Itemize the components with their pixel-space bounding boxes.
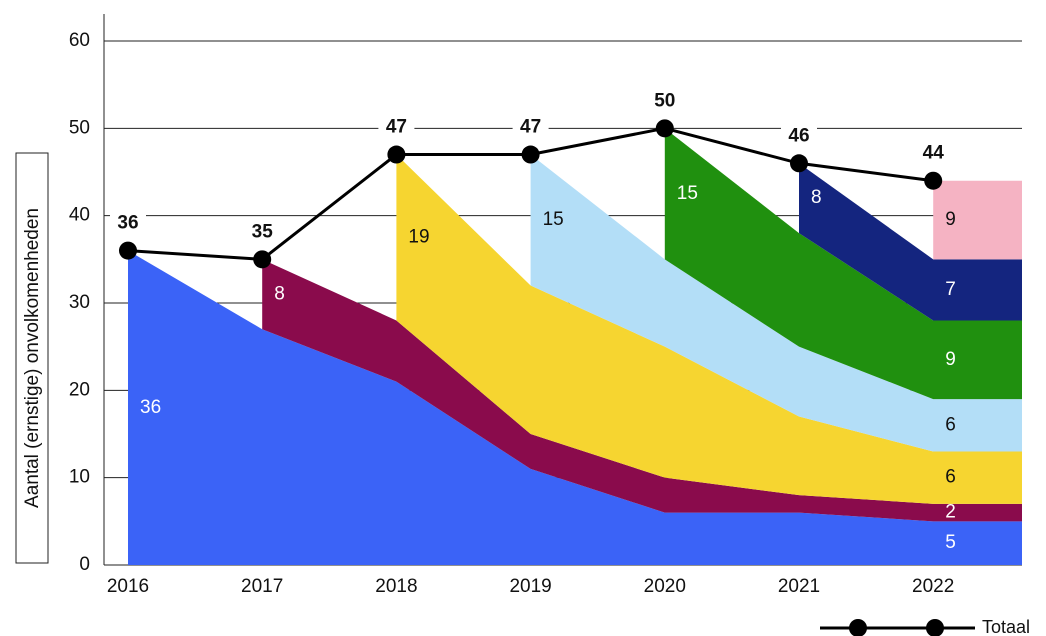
total-label-bg — [781, 123, 817, 148]
x-tick-label: 2019 — [509, 576, 551, 597]
value-label: 15 — [543, 209, 564, 230]
area — [396, 154, 1022, 504]
y-tick-label: 20 — [69, 379, 90, 400]
value-label: 9 — [945, 209, 956, 230]
total-label: 35 — [252, 221, 274, 242]
y-axis-title-box — [15, 152, 49, 564]
x-tick-label: 2017 — [241, 576, 283, 597]
total-marker — [655, 119, 674, 138]
total-label-bg — [110, 210, 146, 235]
y-tick-label: 40 — [69, 205, 90, 226]
total-label: 47 — [520, 117, 541, 138]
y-tick-label: 10 — [69, 467, 90, 488]
value-label: 9 — [945, 349, 956, 370]
legend-marker — [849, 619, 867, 636]
value-label: 6 — [945, 414, 956, 435]
total-label-bg — [512, 114, 549, 139]
total-marker — [790, 154, 808, 173]
total-marker — [924, 171, 943, 190]
value-label: 5 — [945, 532, 956, 553]
y-tick-label: 0 — [79, 554, 90, 575]
y-tick-label: 50 — [69, 117, 90, 138]
area — [664, 128, 1022, 400]
x-tick-label: 2016 — [107, 576, 149, 597]
value-label: 19 — [408, 227, 429, 248]
value-label: 6 — [945, 467, 956, 488]
total-label-bg — [646, 88, 683, 113]
legend-marker — [926, 619, 944, 636]
total-label-bg — [378, 114, 415, 139]
total-label: 36 — [117, 213, 138, 234]
y-axis-title-group: Aantal (ernstige) onvolkomenheden — [15, 152, 49, 564]
area — [530, 154, 1022, 452]
y-tick-label: 60 — [69, 30, 90, 51]
total-label: 50 — [654, 90, 675, 111]
total-marker — [119, 241, 137, 260]
total-marker — [387, 145, 406, 164]
y-tick-label: 30 — [69, 292, 90, 313]
x-tick-label: 2018 — [375, 576, 417, 597]
value-label: 8 — [811, 187, 822, 208]
total-marker — [521, 145, 540, 164]
total-label-bg — [915, 140, 952, 165]
area — [128, 250, 1022, 565]
x-tick-label: 2022 — [912, 576, 954, 597]
total-label: 47 — [386, 117, 407, 138]
value-label: 2 — [945, 502, 956, 523]
y-axis-title: Aantal (ernstige) onvolkomenheden — [22, 208, 43, 508]
value-label: 8 — [274, 283, 285, 304]
total-label: 44 — [923, 143, 945, 164]
value-label: 36 — [140, 397, 161, 418]
area — [799, 163, 1022, 321]
value-label: 15 — [677, 183, 698, 204]
x-tick-label: 2021 — [778, 576, 820, 597]
legend-label: Totaal — [982, 617, 1030, 636]
total-label: 46 — [788, 125, 809, 146]
x-tick-label: 2020 — [644, 576, 686, 597]
area — [933, 180, 1022, 260]
area — [262, 259, 1022, 522]
total-marker — [253, 250, 272, 269]
total-label-bg — [244, 219, 281, 244]
value-label: 7 — [945, 279, 956, 300]
